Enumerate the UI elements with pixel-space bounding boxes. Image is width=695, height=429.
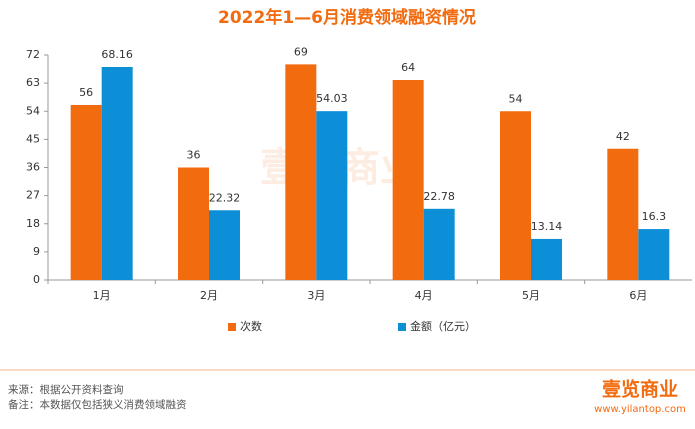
value-label: 64 — [401, 61, 415, 74]
value-label: 13.14 — [531, 220, 563, 233]
value-label: 42 — [616, 130, 630, 143]
legend-label: 次数 — [240, 319, 262, 333]
bar — [209, 210, 240, 280]
y-tick-label: 9 — [33, 245, 40, 258]
y-tick-label: 36 — [26, 161, 40, 174]
bar — [285, 64, 317, 280]
source-note: 来源：根据公开资料查询 — [8, 383, 124, 396]
value-label: 56 — [79, 86, 93, 99]
x-tick-label: 3月 — [307, 289, 325, 302]
value-label: 68.16 — [101, 48, 133, 61]
bar — [607, 148, 639, 280]
value-label: 22.78 — [423, 190, 455, 203]
bar — [531, 238, 562, 280]
legend-swatch — [398, 323, 406, 331]
remark-note: 备注：本数据仅包括狭义消费领域融资 — [8, 398, 187, 411]
bar — [178, 167, 209, 280]
value-label: 36 — [187, 149, 201, 162]
bar — [101, 67, 133, 280]
legend-label: 金额（亿元） — [410, 319, 476, 333]
bar — [70, 105, 102, 280]
x-tick-label: 2月 — [200, 289, 218, 302]
y-tick-label: 54 — [26, 104, 40, 117]
logo: 壹览商业 — [602, 378, 678, 401]
value-label: 22.32 — [209, 191, 241, 204]
value-label: 69 — [294, 45, 308, 58]
y-tick-label: 72 — [26, 48, 40, 61]
value-label: 54 — [509, 92, 523, 105]
y-tick-label: 0 — [33, 273, 40, 286]
y-tick-label: 27 — [26, 189, 40, 202]
value-label: 16.3 — [642, 210, 667, 223]
x-tick-label: 4月 — [415, 289, 433, 302]
bar — [423, 208, 455, 280]
bar — [638, 229, 670, 280]
logo-url: www.yilantop.com — [594, 404, 686, 415]
y-tick-label: 63 — [26, 76, 40, 89]
value-label: 54.03 — [316, 92, 348, 105]
x-tick-label: 5月 — [522, 289, 540, 302]
x-tick-label: 1月 — [93, 289, 111, 302]
y-tick-label: 18 — [26, 217, 40, 230]
x-tick-label: 6月 — [629, 289, 647, 302]
legend-swatch — [228, 323, 236, 331]
bar — [316, 111, 348, 280]
chart-title: 2022年1—6月消费领域融资情况 — [218, 7, 476, 28]
bar — [392, 80, 424, 280]
y-tick-label: 45 — [26, 132, 40, 145]
bar — [500, 111, 531, 280]
